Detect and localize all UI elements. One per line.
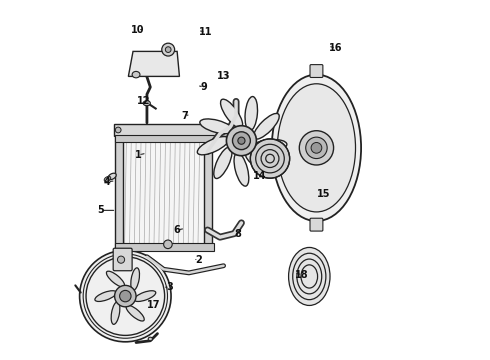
Bar bbox=[115, 137, 123, 248]
Polygon shape bbox=[128, 51, 179, 76]
Text: 10: 10 bbox=[131, 25, 145, 35]
Ellipse shape bbox=[214, 147, 232, 179]
Ellipse shape bbox=[104, 176, 111, 181]
Ellipse shape bbox=[132, 71, 140, 78]
Bar bbox=[115, 135, 214, 143]
Ellipse shape bbox=[131, 268, 140, 290]
Text: 8: 8 bbox=[234, 229, 241, 239]
Ellipse shape bbox=[108, 173, 116, 180]
Ellipse shape bbox=[95, 291, 117, 301]
Circle shape bbox=[165, 47, 171, 53]
Text: 16: 16 bbox=[329, 43, 343, 53]
FancyBboxPatch shape bbox=[114, 124, 235, 136]
Ellipse shape bbox=[106, 271, 124, 287]
Ellipse shape bbox=[277, 84, 356, 212]
Text: 11: 11 bbox=[199, 27, 213, 37]
Bar bbox=[115, 243, 214, 251]
Ellipse shape bbox=[126, 305, 144, 321]
Circle shape bbox=[224, 127, 230, 133]
Circle shape bbox=[238, 137, 245, 144]
Text: 3: 3 bbox=[167, 282, 173, 292]
FancyBboxPatch shape bbox=[310, 218, 323, 231]
Circle shape bbox=[162, 43, 174, 56]
Bar bbox=[122, 137, 206, 248]
Ellipse shape bbox=[245, 96, 258, 131]
Ellipse shape bbox=[197, 136, 229, 155]
Ellipse shape bbox=[148, 337, 152, 341]
Circle shape bbox=[232, 132, 250, 150]
Ellipse shape bbox=[234, 153, 249, 186]
Text: 15: 15 bbox=[317, 189, 330, 199]
Ellipse shape bbox=[134, 291, 156, 301]
Circle shape bbox=[115, 127, 121, 133]
Circle shape bbox=[115, 285, 136, 307]
Text: 4: 4 bbox=[104, 177, 111, 187]
Ellipse shape bbox=[253, 139, 287, 152]
Circle shape bbox=[299, 131, 334, 165]
Text: 5: 5 bbox=[97, 205, 104, 215]
Text: 9: 9 bbox=[200, 82, 207, 92]
Text: 1: 1 bbox=[134, 150, 141, 160]
Text: 14: 14 bbox=[252, 171, 266, 181]
Circle shape bbox=[120, 291, 131, 302]
Text: 2: 2 bbox=[195, 255, 202, 265]
Circle shape bbox=[306, 137, 327, 158]
Ellipse shape bbox=[220, 99, 243, 128]
Ellipse shape bbox=[245, 152, 274, 174]
Ellipse shape bbox=[111, 302, 120, 324]
FancyBboxPatch shape bbox=[310, 64, 323, 77]
Ellipse shape bbox=[143, 101, 150, 106]
Circle shape bbox=[311, 143, 322, 153]
Circle shape bbox=[226, 126, 256, 156]
Text: 13: 13 bbox=[217, 71, 230, 81]
Text: 6: 6 bbox=[174, 225, 180, 235]
FancyBboxPatch shape bbox=[113, 248, 132, 271]
Ellipse shape bbox=[289, 247, 330, 305]
Circle shape bbox=[79, 250, 171, 342]
Circle shape bbox=[250, 139, 290, 178]
Ellipse shape bbox=[200, 119, 233, 134]
Text: 17: 17 bbox=[147, 300, 161, 310]
Text: 12: 12 bbox=[136, 96, 150, 107]
Text: 18: 18 bbox=[295, 270, 309, 280]
Text: 7: 7 bbox=[181, 111, 188, 121]
Circle shape bbox=[164, 240, 172, 249]
Bar bbox=[204, 137, 212, 248]
Circle shape bbox=[118, 256, 124, 263]
Circle shape bbox=[86, 257, 165, 336]
Ellipse shape bbox=[272, 75, 361, 221]
Ellipse shape bbox=[253, 113, 279, 139]
